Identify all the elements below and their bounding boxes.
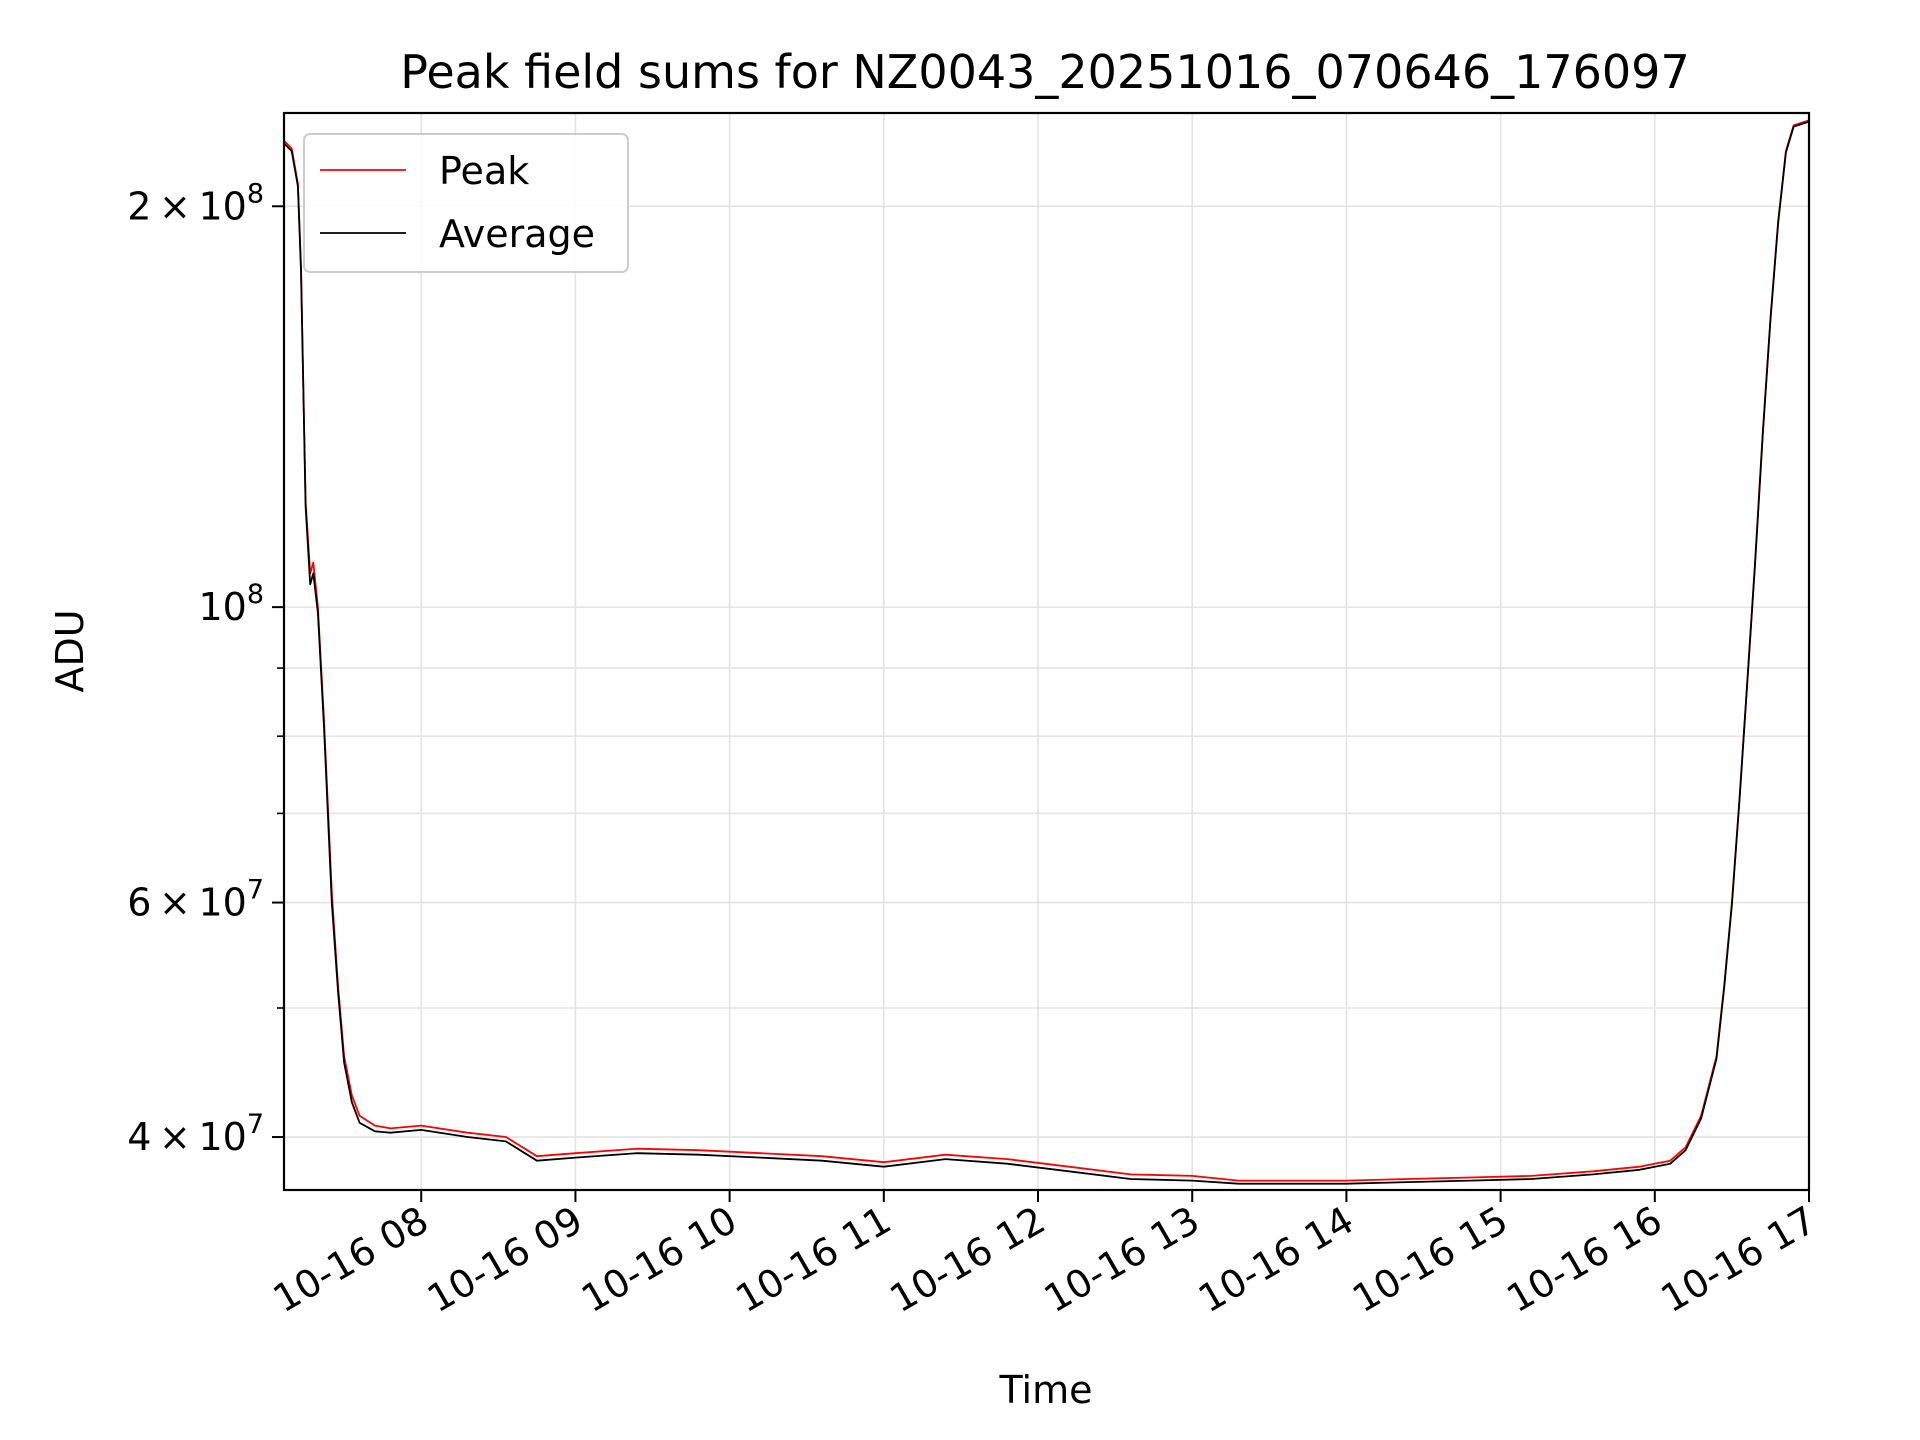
legend-box [303, 133, 629, 273]
series-line-average [283, 120, 1810, 1185]
y-axis-ticks: 4 × 107 6 × 107 108 2 × 108 [127, 178, 284, 1159]
legend-label-peak: Peak [439, 149, 529, 193]
legend-label-average: Average [439, 212, 595, 256]
y-tick-label: 2 × 108 [127, 178, 264, 228]
y-tick-label: 6 × 107 [127, 875, 264, 925]
y-tick-label: 108 [198, 579, 264, 629]
legend: Peak Average [303, 133, 629, 273]
plot-area-frame [282, 111, 1811, 1192]
x-axis-label: Time [999, 1368, 1093, 1412]
y-axis-label: ADU [48, 609, 92, 692]
series-lines [283, 119, 1810, 1185]
chart-title: Peak field sums for NZ0043_20251016_0706… [400, 45, 1689, 99]
y-tick-label: 4 × 107 [127, 1109, 264, 1159]
